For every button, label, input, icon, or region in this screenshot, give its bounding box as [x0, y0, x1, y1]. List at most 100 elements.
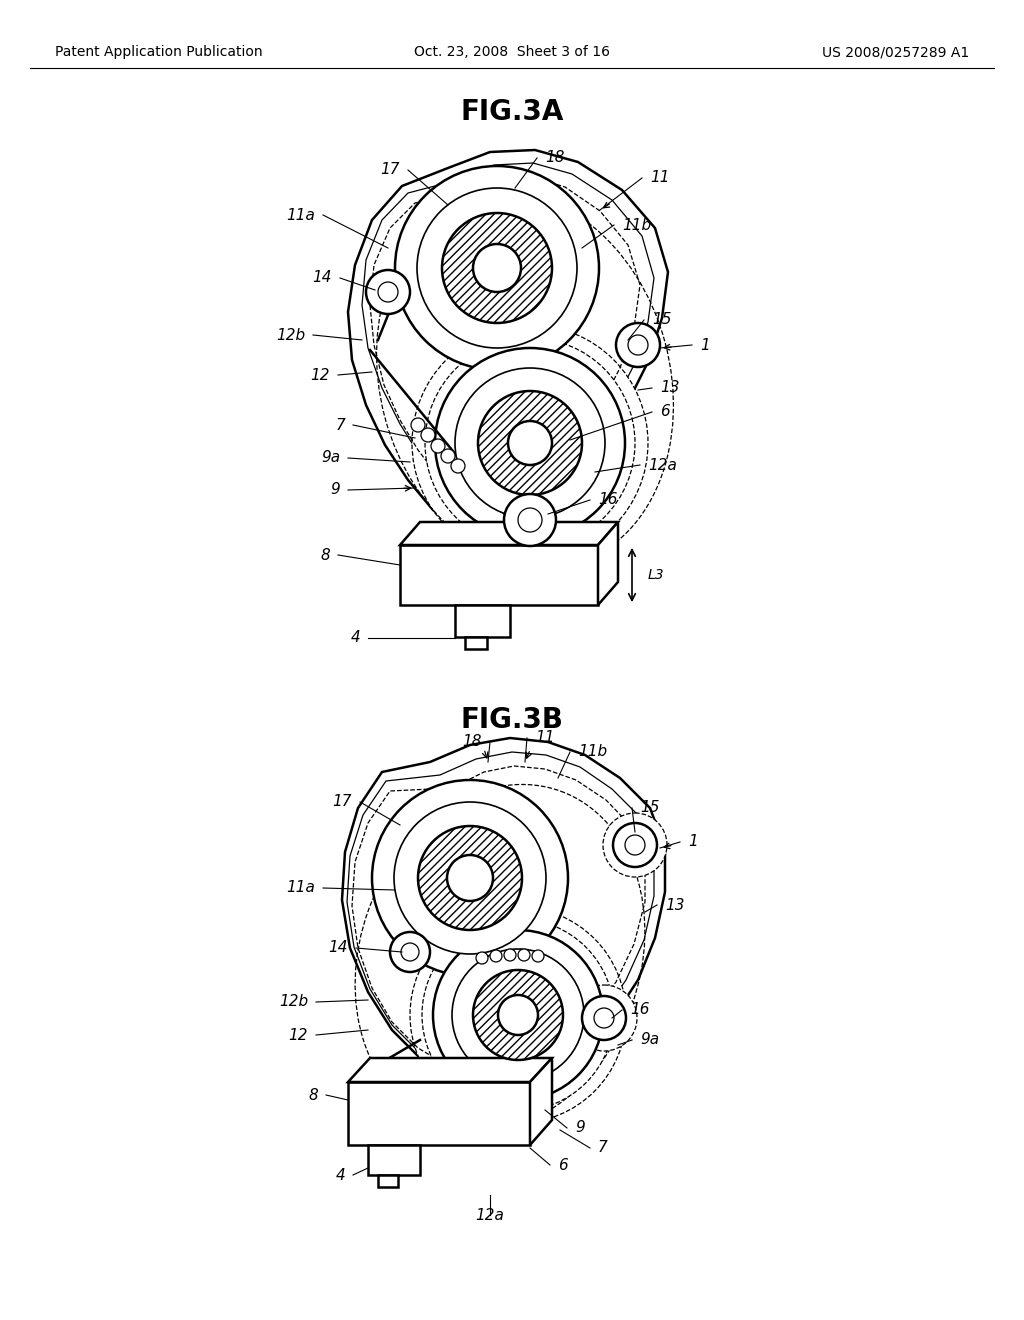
Circle shape	[582, 997, 626, 1040]
Text: Patent Application Publication: Patent Application Publication	[55, 45, 262, 59]
Circle shape	[613, 822, 657, 867]
Text: 6: 6	[558, 1158, 567, 1172]
Circle shape	[417, 187, 577, 348]
Text: 7: 7	[335, 417, 345, 433]
Text: 12b: 12b	[275, 327, 305, 342]
Circle shape	[455, 368, 605, 517]
Circle shape	[412, 325, 648, 561]
Circle shape	[473, 244, 521, 292]
Text: 11b: 11b	[622, 218, 651, 232]
Polygon shape	[348, 150, 668, 543]
Circle shape	[498, 995, 538, 1035]
Text: 17: 17	[381, 162, 400, 177]
Text: FIG.3A: FIG.3A	[461, 98, 563, 125]
FancyBboxPatch shape	[455, 605, 510, 638]
Text: 1: 1	[700, 338, 710, 352]
Circle shape	[492, 482, 568, 558]
Circle shape	[616, 323, 660, 367]
Text: 7: 7	[598, 1140, 608, 1155]
Text: 11a: 11a	[286, 207, 315, 223]
Polygon shape	[400, 521, 618, 545]
Circle shape	[366, 271, 410, 314]
Circle shape	[411, 418, 425, 432]
Text: 12a: 12a	[475, 1208, 505, 1222]
Circle shape	[571, 985, 637, 1051]
Circle shape	[603, 813, 667, 876]
Text: 12: 12	[289, 1027, 308, 1043]
Text: 15: 15	[652, 313, 672, 327]
Polygon shape	[348, 1059, 552, 1082]
Text: L3: L3	[648, 568, 665, 582]
Polygon shape	[530, 1059, 552, 1144]
Circle shape	[504, 494, 556, 546]
Text: 16: 16	[630, 1002, 649, 1018]
Circle shape	[372, 780, 568, 975]
Circle shape	[473, 970, 563, 1060]
Text: 9a: 9a	[640, 1032, 659, 1048]
Text: 9: 9	[331, 483, 340, 498]
Circle shape	[378, 282, 398, 302]
Circle shape	[410, 907, 626, 1123]
Circle shape	[452, 949, 584, 1081]
Circle shape	[395, 166, 599, 370]
Circle shape	[433, 931, 603, 1100]
Polygon shape	[348, 1082, 530, 1144]
Circle shape	[625, 836, 645, 855]
Circle shape	[628, 335, 648, 355]
FancyBboxPatch shape	[465, 638, 487, 649]
Text: 11b: 11b	[578, 744, 607, 759]
Text: 11: 11	[535, 730, 555, 746]
Text: 8: 8	[308, 1088, 318, 1102]
Polygon shape	[400, 545, 598, 605]
Circle shape	[441, 449, 455, 463]
Text: 12b: 12b	[279, 994, 308, 1010]
Polygon shape	[342, 738, 665, 1085]
Circle shape	[431, 440, 445, 453]
Circle shape	[421, 428, 435, 442]
Circle shape	[476, 952, 488, 964]
Text: Oct. 23, 2008  Sheet 3 of 16: Oct. 23, 2008 Sheet 3 of 16	[414, 45, 610, 59]
Circle shape	[418, 826, 522, 931]
Text: 12: 12	[310, 367, 330, 383]
Circle shape	[394, 803, 546, 954]
Circle shape	[518, 949, 530, 961]
Text: FIG.3B: FIG.3B	[461, 706, 563, 734]
Circle shape	[390, 932, 430, 972]
Text: 6: 6	[660, 404, 670, 420]
Text: 1: 1	[688, 834, 697, 850]
Circle shape	[508, 421, 552, 465]
Text: 12a: 12a	[648, 458, 677, 473]
Circle shape	[478, 391, 582, 495]
Text: 8: 8	[321, 548, 330, 562]
Circle shape	[409, 180, 585, 356]
Circle shape	[490, 950, 502, 962]
Circle shape	[504, 949, 516, 961]
Text: 14: 14	[312, 271, 332, 285]
Text: 14: 14	[329, 940, 348, 956]
Text: 4: 4	[335, 1167, 345, 1183]
Text: 18: 18	[463, 734, 482, 750]
Text: 16: 16	[598, 492, 617, 507]
Circle shape	[447, 855, 493, 902]
Polygon shape	[598, 521, 618, 605]
Circle shape	[401, 942, 419, 961]
Text: 17: 17	[333, 795, 352, 809]
Text: 11a: 11a	[286, 880, 315, 895]
Circle shape	[451, 459, 465, 473]
Circle shape	[384, 792, 556, 964]
Text: 15: 15	[640, 800, 659, 816]
Text: US 2008/0257289 A1: US 2008/0257289 A1	[821, 45, 969, 59]
Text: 4: 4	[350, 631, 360, 645]
FancyBboxPatch shape	[368, 1144, 420, 1175]
Text: 9a: 9a	[321, 450, 340, 466]
Circle shape	[422, 919, 614, 1111]
Text: 18: 18	[545, 150, 564, 165]
Circle shape	[594, 1008, 614, 1028]
Circle shape	[518, 508, 542, 532]
Text: 13: 13	[660, 380, 680, 396]
Circle shape	[532, 950, 544, 962]
Text: 13: 13	[665, 898, 684, 912]
Circle shape	[425, 338, 635, 548]
Circle shape	[442, 213, 552, 323]
Text: 11: 11	[650, 170, 670, 186]
